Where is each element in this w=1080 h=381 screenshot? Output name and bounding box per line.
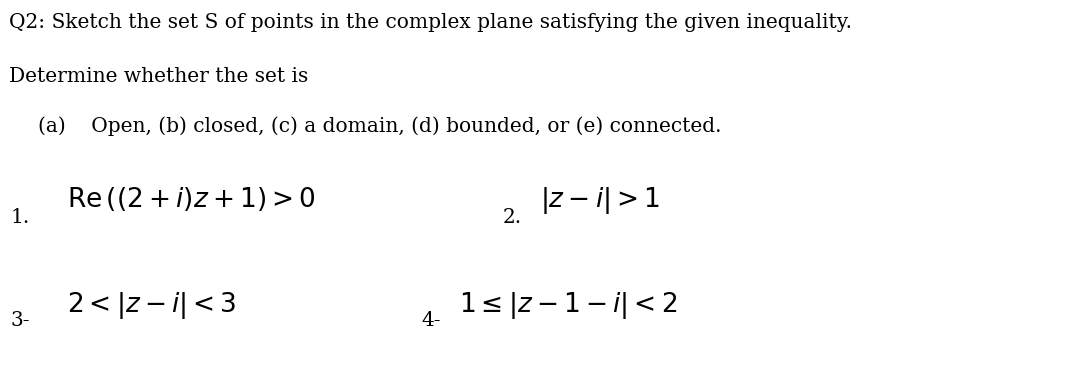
Text: $2<|z-i|<3$: $2<|z-i|<3$ xyxy=(67,290,237,320)
Text: (a)    Open, (b) closed, (c) a domain, (d) bounded, or (e) connected.: (a) Open, (b) closed, (c) a domain, (d) … xyxy=(38,116,721,136)
Text: $\mathrm{Re}\,((2+i)z+1)>0$: $\mathrm{Re}\,((2+i)z+1)>0$ xyxy=(67,185,315,213)
Text: 4-: 4- xyxy=(421,311,441,330)
Text: 3-: 3- xyxy=(11,311,30,330)
Text: $1\leq|z-1-i|<2$: $1\leq|z-1-i|<2$ xyxy=(459,290,677,320)
Text: 1.: 1. xyxy=(11,208,30,227)
Text: Q2: Sketch the set S of points in the complex plane satisfying the given inequal: Q2: Sketch the set S of points in the co… xyxy=(9,13,852,32)
Text: Determine whether the set is: Determine whether the set is xyxy=(9,67,308,86)
Text: $|z-i|>1$: $|z-i|>1$ xyxy=(540,185,660,216)
Text: 2.: 2. xyxy=(502,208,522,227)
